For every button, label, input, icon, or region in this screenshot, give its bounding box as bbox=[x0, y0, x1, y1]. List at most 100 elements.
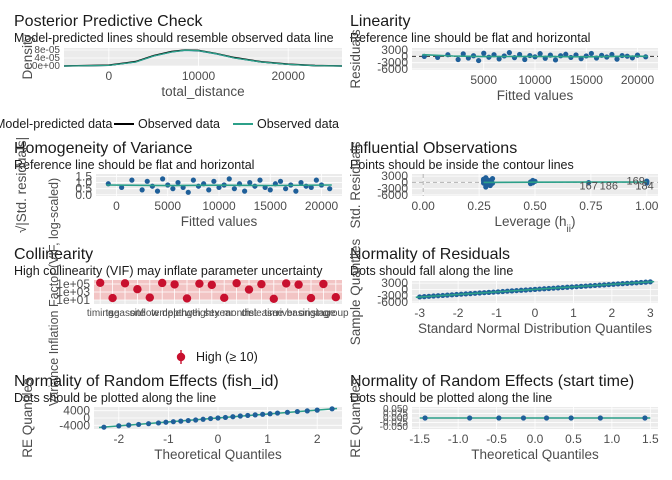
x-tick-label: 0 bbox=[215, 432, 222, 446]
y-tick-label: 0e+00 bbox=[32, 61, 61, 72]
y-tick-label: 1e+01 bbox=[56, 293, 90, 307]
x-axis-title: Standard Normal Distribution Quantiles bbox=[418, 321, 652, 336]
variance-point bbox=[231, 186, 237, 192]
vif-point bbox=[96, 278, 105, 287]
y-tick-label: -3000 bbox=[377, 289, 408, 303]
x-tick-label: 1.00 bbox=[635, 199, 659, 213]
qq-point bbox=[230, 414, 236, 420]
x-axis-title-main: Leverage (h bbox=[494, 214, 566, 229]
vif-point bbox=[108, 293, 117, 303]
y-tick-label: -4000 bbox=[59, 418, 90, 432]
x-tick-label: stage bbox=[311, 308, 336, 319]
vif-point bbox=[133, 285, 142, 294]
vif-point bbox=[207, 280, 216, 290]
leverage-point bbox=[532, 178, 538, 184]
panel-subtitle: Model-predicted lines should resemble ob… bbox=[14, 31, 334, 45]
high-vif-band bbox=[94, 280, 342, 300]
y-tick-label: -3000 bbox=[377, 182, 408, 196]
y-tick-label: 0.5 bbox=[75, 182, 92, 196]
panel-title: Linearity bbox=[350, 13, 410, 30]
x-tick-label: 0 bbox=[113, 199, 120, 213]
qq-point bbox=[260, 411, 266, 417]
y-tick-label: 3000 bbox=[381, 43, 408, 57]
leverage-point bbox=[644, 179, 650, 185]
panel-title: Homogeneity of Variance bbox=[14, 140, 193, 157]
qq-point bbox=[267, 411, 273, 417]
reference-line bbox=[415, 280, 655, 298]
vif-point bbox=[244, 285, 254, 294]
x-axis-title: Theoretical Quantiles bbox=[154, 447, 282, 462]
variance-point bbox=[298, 179, 304, 186]
y-axis-title: Density bbox=[20, 34, 35, 79]
y-tick-label: 0 bbox=[401, 49, 408, 63]
x-axis-title: Fitted values bbox=[181, 214, 258, 229]
variance-point bbox=[277, 178, 284, 184]
panel-title: Normality of Residuals bbox=[350, 246, 510, 263]
x-tick-label: 20000 bbox=[305, 199, 339, 213]
y-axis-title: RE Quantiles bbox=[20, 378, 35, 458]
residual-point bbox=[496, 56, 502, 62]
leverage-point bbox=[489, 176, 496, 182]
y-tick-label: 0 bbox=[83, 411, 90, 425]
qq-point bbox=[163, 419, 169, 425]
x-tick-label: 1.5 bbox=[642, 432, 659, 446]
x-axis-title: Theoretical Quantiles bbox=[471, 447, 599, 462]
y-tick-label: 0.050 bbox=[383, 404, 408, 415]
variance-point bbox=[283, 186, 289, 192]
panel-title: Collinearity bbox=[14, 246, 93, 263]
qq-point bbox=[422, 415, 428, 421]
qq-point bbox=[520, 415, 527, 421]
residual-point bbox=[619, 52, 625, 59]
qq-point bbox=[284, 409, 291, 415]
panel-title: Influential Observations bbox=[350, 140, 517, 157]
qq-point bbox=[116, 423, 122, 429]
x-tick-label: 20000 bbox=[621, 73, 655, 87]
legend-label: Model-predicted data bbox=[0, 117, 112, 131]
y-tick-label: 0.0 bbox=[75, 188, 92, 202]
qq-point bbox=[185, 417, 191, 424]
residual-point bbox=[527, 52, 533, 59]
x-tick-label: month bbox=[223, 308, 251, 319]
x-tick-label: length bbox=[173, 308, 200, 319]
qq-point bbox=[543, 415, 550, 421]
y-tick-label: 0 bbox=[401, 175, 408, 189]
x-tick-label: temp bbox=[151, 308, 174, 319]
variance-point bbox=[206, 187, 212, 193]
y-tick-label: -3000 bbox=[377, 56, 408, 70]
qq-point bbox=[170, 419, 176, 425]
x-tick-label: 1.0 bbox=[604, 432, 621, 446]
qq-point bbox=[178, 418, 184, 424]
residual-point bbox=[563, 51, 569, 57]
x-tick-label: 0.75 bbox=[579, 199, 603, 213]
qq-point bbox=[136, 421, 142, 428]
qq-point bbox=[274, 410, 281, 416]
x-tick-label: -0.5 bbox=[486, 432, 507, 446]
residual-point bbox=[476, 57, 482, 64]
x-tick-label: 0.5 bbox=[565, 432, 582, 446]
x-tick-label: flow bbox=[141, 308, 160, 319]
y-tick-label: 4e-05 bbox=[34, 53, 60, 64]
legend-key-point bbox=[176, 352, 186, 362]
residual-point bbox=[522, 56, 528, 63]
x-tick-label: 0.0 bbox=[527, 432, 544, 446]
legend-label: Observed data bbox=[138, 117, 220, 131]
vif-point bbox=[257, 279, 266, 289]
qq-point bbox=[314, 407, 320, 413]
x-tick-label: release bbox=[245, 308, 278, 319]
vif-point bbox=[282, 279, 291, 288]
point-label: 184 bbox=[635, 181, 653, 193]
residual-point bbox=[614, 56, 620, 62]
variance-point bbox=[216, 184, 222, 191]
panel-title: Normality of Random Effects (start time) bbox=[350, 373, 634, 390]
x-tick-label: sex bbox=[204, 308, 220, 319]
variance-point bbox=[327, 186, 333, 192]
x-tick-label: origin bbox=[299, 308, 323, 319]
qq-point bbox=[126, 422, 132, 428]
x-tick-label: 0.50 bbox=[523, 199, 547, 213]
vif-point bbox=[158, 278, 167, 288]
variance-point bbox=[154, 188, 161, 194]
y-tick-label: 1e+03 bbox=[56, 285, 90, 299]
variance-point bbox=[170, 186, 176, 192]
vif-point bbox=[331, 293, 340, 302]
